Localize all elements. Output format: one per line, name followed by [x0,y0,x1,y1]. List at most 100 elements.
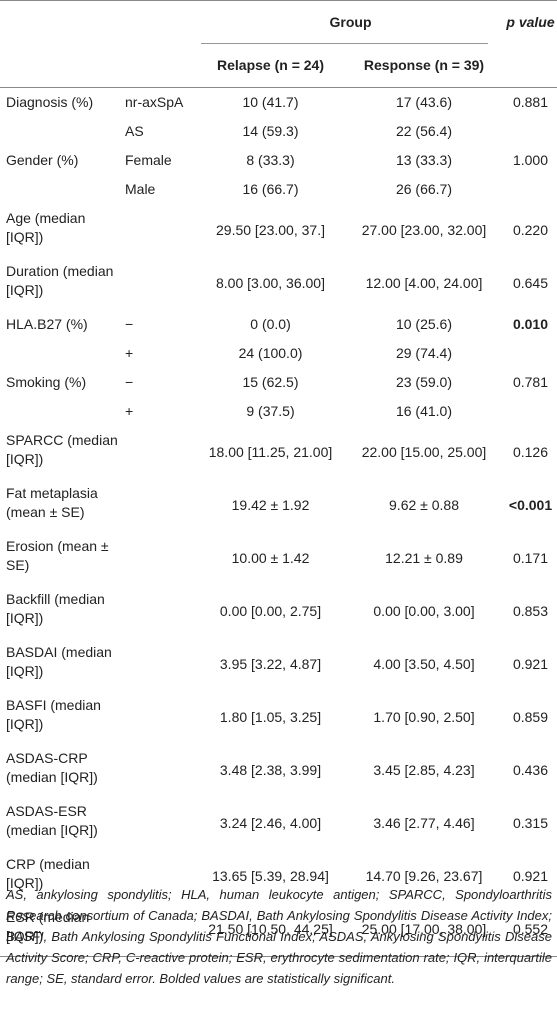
row-subgroup [119,426,197,479]
table-row: Diagnosis (%) nr-axSpA 10 (41.7) 17 (43.6) 0… [0,88,557,118]
table-row: Backfill (median [IQR]) 0.00 [0.00, 2.75]… [0,585,557,638]
response-value: 23 (59.0) [395,374,453,390]
row-label: SPARCC (median [IQR]) [6,432,118,467]
table-row: ESR (median [IQR]) 21.50 [10.50, 44.25] 25… [0,903,557,957]
p-value: 0.010 [512,316,549,332]
p-value: 0.853 [512,603,549,619]
p-value [504,339,557,368]
table-row: AS 14 (59.3) 22 (56.4) [0,117,557,146]
results-table: Group p value Relapse (n = 24) Response … [0,0,557,957]
row-label: ESR (median [IQR]) [0,903,119,957]
relapse-value: 3.24 [2.46, 4.00] [219,815,322,831]
response-value: 29 (74.4) [395,345,453,361]
row-label: Backfill (median [IQR]) [6,591,105,626]
response-value: 13 (33.3) [395,152,453,168]
table-row: Smoking (%) − 15 (62.5) 23 (59.0) 0.781 [0,368,557,397]
table-footnote: AS, ankylosing spondylitis; HLA, human l… [6,887,552,986]
relapse-value: 3.95 [3.22, 4.87] [219,656,322,672]
p-value [504,397,557,426]
response-value: 3.45 [2.85, 4.23] [373,762,475,778]
response-value: 0.00 [0.00, 3.00] [373,603,475,619]
row-subgroup [119,585,197,638]
table-row: ASDAS-CRP (median [IQR]) 3.48 [2.38, 3.99… [0,744,557,797]
p-value: 0.781 [512,374,549,390]
table-row: HLA.B27 (%) − 0 (0.0) 10 (25.6) 0.010 [0,310,557,339]
group-header: Group [197,0,504,44]
row-subgroup [119,691,197,744]
row-label: Duration (median [IQR]) [6,263,114,298]
response-value: 12.21 ± 0.89 [385,550,463,566]
relapse-value: 16 (66.7) [242,181,299,197]
relapse-value: 9 (37.5) [246,403,295,419]
p-value: <0.001 [508,497,553,513]
relapse-value: 1.80 [1.05, 3.25] [219,709,322,725]
row-subgroup: + [125,345,134,361]
p-value: 0.436 [512,762,549,778]
row-subgroup [119,903,197,957]
row-subgroup [119,257,197,310]
response-value: 12.00 [4.00, 24.00] [365,275,483,291]
p-value: 0.859 [512,709,549,725]
row-label: Diagnosis (%) [6,94,94,110]
response-value: 1.70 [0.90, 2.50] [373,709,475,725]
row-subgroup [119,204,197,257]
table-row: ASDAS-ESR (median [IQR]) 3.24 [2.46, 4.00… [0,797,557,850]
relapse-value: 8 (33.3) [246,152,295,168]
response-value: 22.00 [15.00, 25.00] [361,444,487,460]
row-subgroup [119,532,197,585]
p-value-header: p value [504,0,557,44]
response-value: 3.46 [2.77, 4.46] [373,815,475,831]
row-subgroup [119,744,197,797]
response-value: 14.70 [9.26, 23.67] [365,868,483,884]
row-subgroup: − [125,374,134,390]
response-value: 4.00 [3.50, 4.50] [373,656,475,672]
row-label: BASDAI (median [IQR]) [6,644,112,679]
table-row: CRP (median [IQR]) 13.65 [5.39, 28.94] 14.… [0,850,557,903]
row-subgroup: AS [125,123,144,139]
table-row: +9 (37.5) 16 (41.0) [0,397,557,426]
p-value: 0.552 [504,903,557,957]
response-value: 9.62 ± 0.88 [389,497,459,513]
row-label: ASDAS-ESR (median [IQR]) [6,803,98,838]
relapse-value: 10.00 ± 1.42 [231,550,310,566]
table-row: Age (median [IQR]) 29.50 [23.00, 37.] 27.0… [0,204,557,257]
row-label [0,117,119,146]
relapse-value: 15 (62.5) [242,374,299,390]
response-value: 25.00 [17.00, 38.00] [344,903,504,957]
relapse-header: Relapse (n = 24) [197,44,344,88]
relapse-value: 0 (0.0) [250,316,291,332]
p-value: 0.921 [512,868,549,884]
relapse-value: 0.00 [0.00, 2.75] [219,603,322,619]
row-subgroup: − [125,316,134,332]
row-label: Smoking (%) [6,374,87,390]
table-row: Erosion (mean ± SE) 10.00 ± 1.42 12.21 ± 0… [0,532,557,585]
relapse-value: 13.65 [5.39, 28.94] [212,868,329,884]
p-value [504,175,557,204]
row-label: CRP (median [IQR]) [6,856,90,891]
row-subgroup [119,479,197,532]
row-label: Age (median [IQR]) [6,210,86,245]
response-value: 16 (41.0) [395,403,453,419]
row-label: Erosion (mean ± SE) [6,538,109,573]
p-value: 0.921 [512,656,549,672]
row-label: Gender (%) [6,152,79,168]
response-value: 26 (66.7) [395,181,453,197]
response-value: 22 (56.4) [395,123,453,139]
row-label [0,397,119,426]
relapse-value: 8.00 [3.00, 36.00] [216,275,325,291]
relapse-value: 10 (41.7) [242,94,299,110]
row-subgroup [119,797,197,850]
table-row: BASFI (median [IQR]) 1.80 [1.05, 3.25] 1.7… [0,691,557,744]
p-value: 0.881 [512,94,549,110]
header-row-1: Group p value [0,0,557,44]
table-row: +24 (100.0) 29 (74.4) [0,339,557,368]
response-value: 10 (25.6) [395,316,453,332]
row-label: HLA.B27 (%) [6,316,88,332]
row-label: ASDAS-CRP (median [IQR]) [6,750,98,785]
table-row: BASDAI (median [IQR]) 3.95 [3.22, 4.87] 4.… [0,638,557,691]
relapse-value: 18.00 [11.25, 21.00] [208,444,333,460]
p-value [504,117,557,146]
relapse-value: 21.50 [10.50, 44.25] [197,903,344,957]
row-label: Fat metaplasia (mean ± SE) [6,485,98,520]
